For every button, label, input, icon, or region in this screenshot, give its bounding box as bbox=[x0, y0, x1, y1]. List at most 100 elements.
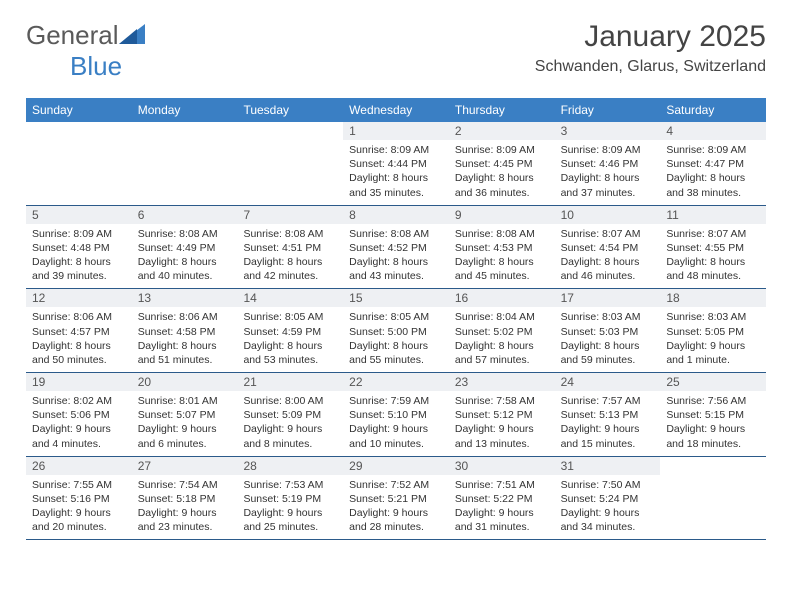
calendar-week-row: 19Sunrise: 8:02 AMSunset: 5:06 PMDayligh… bbox=[26, 373, 766, 457]
day-details: Sunrise: 8:08 AMSunset: 4:52 PMDaylight:… bbox=[343, 224, 449, 289]
calendar-day-cell: 3Sunrise: 8:09 AMSunset: 4:46 PMDaylight… bbox=[555, 122, 661, 205]
sunset-line: Sunset: 5:19 PM bbox=[243, 492, 337, 506]
day-number: 8 bbox=[343, 206, 449, 224]
daylight-line: Daylight: 9 hours and 1 minute. bbox=[666, 339, 760, 367]
logo-text: General Blue bbox=[26, 20, 145, 82]
calendar-day-cell: 6Sunrise: 8:08 AMSunset: 4:49 PMDaylight… bbox=[132, 206, 238, 289]
day-number: 9 bbox=[449, 206, 555, 224]
sunset-line: Sunset: 4:48 PM bbox=[32, 241, 126, 255]
day-number: 17 bbox=[555, 289, 661, 307]
day-details: Sunrise: 8:04 AMSunset: 5:02 PMDaylight:… bbox=[449, 307, 555, 372]
calendar-day-cell: 14Sunrise: 8:05 AMSunset: 4:59 PMDayligh… bbox=[237, 289, 343, 372]
day-details: Sunrise: 8:09 AMSunset: 4:47 PMDaylight:… bbox=[660, 140, 766, 205]
sunrise-line: Sunrise: 7:55 AM bbox=[32, 478, 126, 492]
sunrise-line: Sunrise: 8:09 AM bbox=[349, 143, 443, 157]
day-number: 4 bbox=[660, 122, 766, 140]
day-number: 19 bbox=[26, 373, 132, 391]
day-number: 7 bbox=[237, 206, 343, 224]
calendar-day-cell: 4Sunrise: 8:09 AMSunset: 4:47 PMDaylight… bbox=[660, 122, 766, 205]
sunset-line: Sunset: 4:45 PM bbox=[455, 157, 549, 171]
day-number: 13 bbox=[132, 289, 238, 307]
daylight-line: Daylight: 8 hours and 59 minutes. bbox=[561, 339, 655, 367]
daylight-line: Daylight: 8 hours and 50 minutes. bbox=[32, 339, 126, 367]
daylight-line: Daylight: 8 hours and 37 minutes. bbox=[561, 171, 655, 199]
day-details: Sunrise: 8:08 AMSunset: 4:49 PMDaylight:… bbox=[132, 224, 238, 289]
day-number: 14 bbox=[237, 289, 343, 307]
day-number: 23 bbox=[449, 373, 555, 391]
weekday-header: Saturday bbox=[660, 98, 766, 122]
day-number: 3 bbox=[555, 122, 661, 140]
sunset-line: Sunset: 4:44 PM bbox=[349, 157, 443, 171]
sunrise-line: Sunrise: 8:08 AM bbox=[243, 227, 337, 241]
sunrise-line: Sunrise: 8:03 AM bbox=[666, 310, 760, 324]
daylight-line: Daylight: 9 hours and 28 minutes. bbox=[349, 506, 443, 534]
daylight-line: Daylight: 8 hours and 53 minutes. bbox=[243, 339, 337, 367]
calendar-page: General Blue January 2025 Schwanden, Gla… bbox=[0, 0, 792, 560]
sunset-line: Sunset: 5:22 PM bbox=[455, 492, 549, 506]
daylight-line: Daylight: 8 hours and 51 minutes. bbox=[138, 339, 232, 367]
day-details: Sunrise: 8:09 AMSunset: 4:44 PMDaylight:… bbox=[343, 140, 449, 205]
sunrise-line: Sunrise: 8:08 AM bbox=[349, 227, 443, 241]
calendar-day-cell: 29Sunrise: 7:52 AMSunset: 5:21 PMDayligh… bbox=[343, 457, 449, 540]
sunset-line: Sunset: 4:46 PM bbox=[561, 157, 655, 171]
sunset-line: Sunset: 5:09 PM bbox=[243, 408, 337, 422]
sunrise-line: Sunrise: 8:05 AM bbox=[349, 310, 443, 324]
sunrise-line: Sunrise: 8:03 AM bbox=[561, 310, 655, 324]
day-details: Sunrise: 7:55 AMSunset: 5:16 PMDaylight:… bbox=[26, 475, 132, 540]
sunset-line: Sunset: 4:55 PM bbox=[666, 241, 760, 255]
daylight-line: Daylight: 9 hours and 31 minutes. bbox=[455, 506, 549, 534]
day-number: 24 bbox=[555, 373, 661, 391]
calendar-day-cell: 21Sunrise: 8:00 AMSunset: 5:09 PMDayligh… bbox=[237, 373, 343, 456]
day-number: 20 bbox=[132, 373, 238, 391]
day-number: 26 bbox=[26, 457, 132, 475]
calendar-day-cell: 9Sunrise: 8:08 AMSunset: 4:53 PMDaylight… bbox=[449, 206, 555, 289]
sunrise-line: Sunrise: 8:08 AM bbox=[455, 227, 549, 241]
day-number: 29 bbox=[343, 457, 449, 475]
calendar-day-cell bbox=[660, 457, 766, 540]
calendar-day-cell: 20Sunrise: 8:01 AMSunset: 5:07 PMDayligh… bbox=[132, 373, 238, 456]
day-details: Sunrise: 7:53 AMSunset: 5:19 PMDaylight:… bbox=[237, 475, 343, 540]
daylight-line: Daylight: 8 hours and 40 minutes. bbox=[138, 255, 232, 283]
day-details: Sunrise: 8:02 AMSunset: 5:06 PMDaylight:… bbox=[26, 391, 132, 456]
weekday-header: Sunday bbox=[26, 98, 132, 122]
calendar-day-cell: 18Sunrise: 8:03 AMSunset: 5:05 PMDayligh… bbox=[660, 289, 766, 372]
sunset-line: Sunset: 5:07 PM bbox=[138, 408, 232, 422]
calendar-day-cell: 7Sunrise: 8:08 AMSunset: 4:51 PMDaylight… bbox=[237, 206, 343, 289]
day-number: 27 bbox=[132, 457, 238, 475]
calendar-day-cell: 15Sunrise: 8:05 AMSunset: 5:00 PMDayligh… bbox=[343, 289, 449, 372]
daylight-line: Daylight: 8 hours and 42 minutes. bbox=[243, 255, 337, 283]
sunrise-line: Sunrise: 7:56 AM bbox=[666, 394, 760, 408]
day-number: 18 bbox=[660, 289, 766, 307]
sunrise-line: Sunrise: 7:54 AM bbox=[138, 478, 232, 492]
day-number: 16 bbox=[449, 289, 555, 307]
sunset-line: Sunset: 5:24 PM bbox=[561, 492, 655, 506]
day-number: 10 bbox=[555, 206, 661, 224]
day-details: Sunrise: 8:05 AMSunset: 5:00 PMDaylight:… bbox=[343, 307, 449, 372]
day-details: Sunrise: 8:09 AMSunset: 4:45 PMDaylight:… bbox=[449, 140, 555, 205]
sunrise-line: Sunrise: 8:05 AM bbox=[243, 310, 337, 324]
day-details: Sunrise: 8:08 AMSunset: 4:51 PMDaylight:… bbox=[237, 224, 343, 289]
sunset-line: Sunset: 4:49 PM bbox=[138, 241, 232, 255]
day-details: Sunrise: 8:03 AMSunset: 5:03 PMDaylight:… bbox=[555, 307, 661, 372]
calendar-day-cell: 1Sunrise: 8:09 AMSunset: 4:44 PMDaylight… bbox=[343, 122, 449, 205]
sunset-line: Sunset: 5:06 PM bbox=[32, 408, 126, 422]
calendar-day-cell: 28Sunrise: 7:53 AMSunset: 5:19 PMDayligh… bbox=[237, 457, 343, 540]
calendar-day-cell: 5Sunrise: 8:09 AMSunset: 4:48 PMDaylight… bbox=[26, 206, 132, 289]
month-title: January 2025 bbox=[535, 20, 766, 54]
sunrise-line: Sunrise: 8:07 AM bbox=[666, 227, 760, 241]
day-number: 2 bbox=[449, 122, 555, 140]
sunrise-line: Sunrise: 8:04 AM bbox=[455, 310, 549, 324]
sunset-line: Sunset: 5:10 PM bbox=[349, 408, 443, 422]
calendar-weeks: 1Sunrise: 8:09 AMSunset: 4:44 PMDaylight… bbox=[26, 122, 766, 540]
calendar-day-cell: 17Sunrise: 8:03 AMSunset: 5:03 PMDayligh… bbox=[555, 289, 661, 372]
calendar-day-cell: 26Sunrise: 7:55 AMSunset: 5:16 PMDayligh… bbox=[26, 457, 132, 540]
day-number: 11 bbox=[660, 206, 766, 224]
day-details: Sunrise: 7:58 AMSunset: 5:12 PMDaylight:… bbox=[449, 391, 555, 456]
sunset-line: Sunset: 5:12 PM bbox=[455, 408, 549, 422]
day-number: 25 bbox=[660, 373, 766, 391]
daylight-line: Daylight: 8 hours and 36 minutes. bbox=[455, 171, 549, 199]
sunset-line: Sunset: 4:47 PM bbox=[666, 157, 760, 171]
sunset-line: Sunset: 4:54 PM bbox=[561, 241, 655, 255]
sunset-line: Sunset: 4:53 PM bbox=[455, 241, 549, 255]
calendar-day-cell: 31Sunrise: 7:50 AMSunset: 5:24 PMDayligh… bbox=[555, 457, 661, 540]
